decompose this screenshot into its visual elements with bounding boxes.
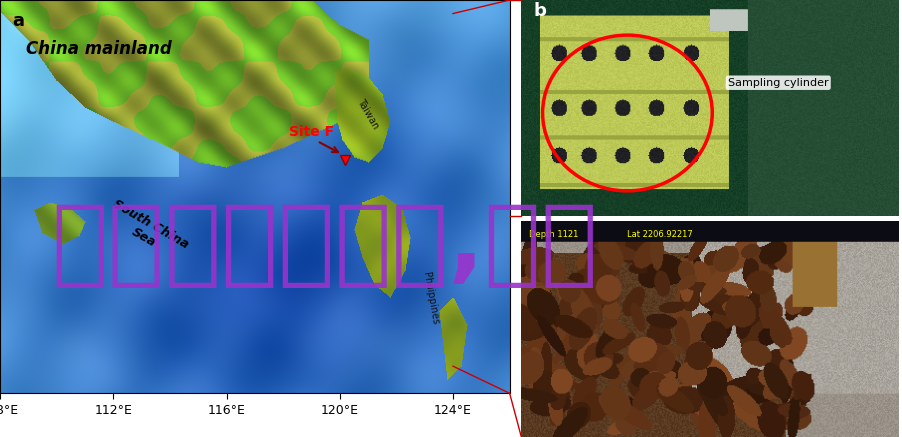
- Text: Taiwan: Taiwan: [355, 97, 381, 131]
- Text: Lat 2206.92217: Lat 2206.92217: [628, 230, 693, 239]
- Text: 天文学综合新闻,天文: 天文学综合新闻,天文: [51, 199, 598, 291]
- Text: a: a: [13, 12, 24, 30]
- Text: Site F: Site F: [289, 125, 334, 139]
- Text: Sampling cylinder: Sampling cylinder: [728, 78, 829, 88]
- Text: b: b: [533, 2, 546, 20]
- Text: Depth 1121: Depth 1121: [529, 230, 579, 239]
- Text: China mainland: China mainland: [26, 40, 172, 58]
- Text: South China
Sea: South China Sea: [104, 197, 191, 264]
- Text: Philippines: Philippines: [421, 271, 440, 326]
